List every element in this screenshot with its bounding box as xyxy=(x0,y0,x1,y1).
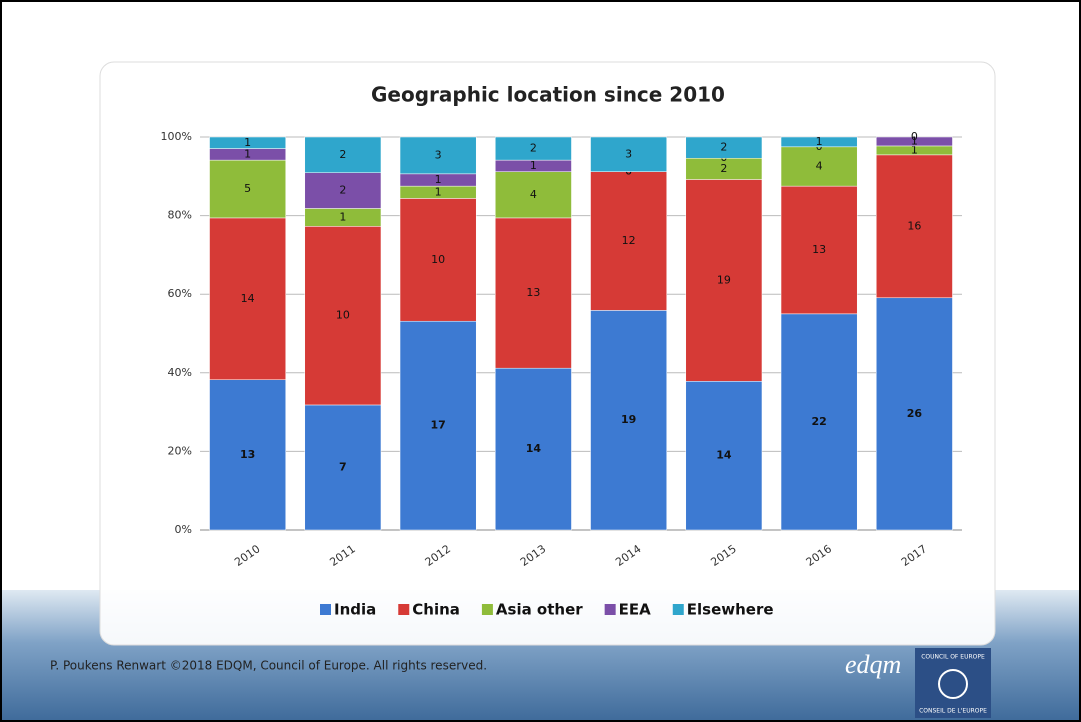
data-label: 2 xyxy=(339,148,346,161)
legend-swatch xyxy=(320,604,331,615)
data-label: 1 xyxy=(244,147,251,160)
data-label: 2 xyxy=(720,141,727,154)
data-label: 17 xyxy=(430,419,445,432)
data-label: 1 xyxy=(244,136,251,149)
data-label: 12 xyxy=(622,234,636,247)
data-label: 0 xyxy=(911,130,918,143)
chart-title: Geographic location since 2010 xyxy=(371,83,725,107)
data-label: 14 xyxy=(241,292,255,305)
legend-swatch xyxy=(605,604,616,615)
data-label: 3 xyxy=(625,147,632,160)
data-label: 13 xyxy=(812,243,826,256)
y-tick-label: 80% xyxy=(168,209,192,222)
data-label: 10 xyxy=(336,309,350,322)
logo-edqm: edqm xyxy=(845,650,901,679)
data-label: 13 xyxy=(240,448,255,461)
data-label: 1 xyxy=(435,173,442,186)
legend-label: Elsewhere xyxy=(687,601,774,619)
logo-coe-fr: CONSEIL DE L'EUROPE xyxy=(919,708,987,715)
data-label: 16 xyxy=(907,219,921,232)
data-label: 19 xyxy=(717,273,731,286)
data-label: 5 xyxy=(244,182,251,195)
legend-label: India xyxy=(334,601,376,619)
data-label: 19 xyxy=(621,413,636,426)
data-label: 26 xyxy=(907,407,923,420)
legend-label: Asia other xyxy=(496,601,583,619)
legend-swatch xyxy=(398,604,409,615)
data-label: 1 xyxy=(339,210,346,223)
data-label: 14 xyxy=(526,442,542,455)
copyright: P. Poukens Renwart ©2018 EDQM, Council o… xyxy=(50,659,487,673)
data-label: 10 xyxy=(431,253,445,266)
data-label: 4 xyxy=(530,188,537,201)
y-tick-label: 20% xyxy=(168,444,192,457)
data-label: 13 xyxy=(526,286,540,299)
y-tick-label: 0% xyxy=(175,523,192,536)
data-label: 1 xyxy=(530,159,537,172)
data-label: 22 xyxy=(811,415,826,428)
slide: Geographic location since 2010 P. Pouken… xyxy=(0,0,1081,722)
data-label: 2 xyxy=(530,142,537,155)
data-label: 1 xyxy=(816,135,823,148)
data-label: 14 xyxy=(716,449,732,462)
legend-label: China xyxy=(412,601,460,619)
logo-coe-en: COUNCIL OF EUROPE xyxy=(921,654,985,661)
legend-swatch xyxy=(673,604,684,615)
data-label: 4 xyxy=(816,159,823,172)
data-label: 2 xyxy=(339,184,346,197)
y-tick-label: 40% xyxy=(168,366,192,379)
y-tick-label: 100% xyxy=(161,130,192,143)
legend-swatch xyxy=(482,604,493,615)
data-label: 7 xyxy=(339,460,347,473)
y-tick-label: 60% xyxy=(168,287,192,300)
legend-label: EEA xyxy=(619,601,651,619)
data-label: 3 xyxy=(435,148,442,161)
data-label: 1 xyxy=(435,185,442,198)
